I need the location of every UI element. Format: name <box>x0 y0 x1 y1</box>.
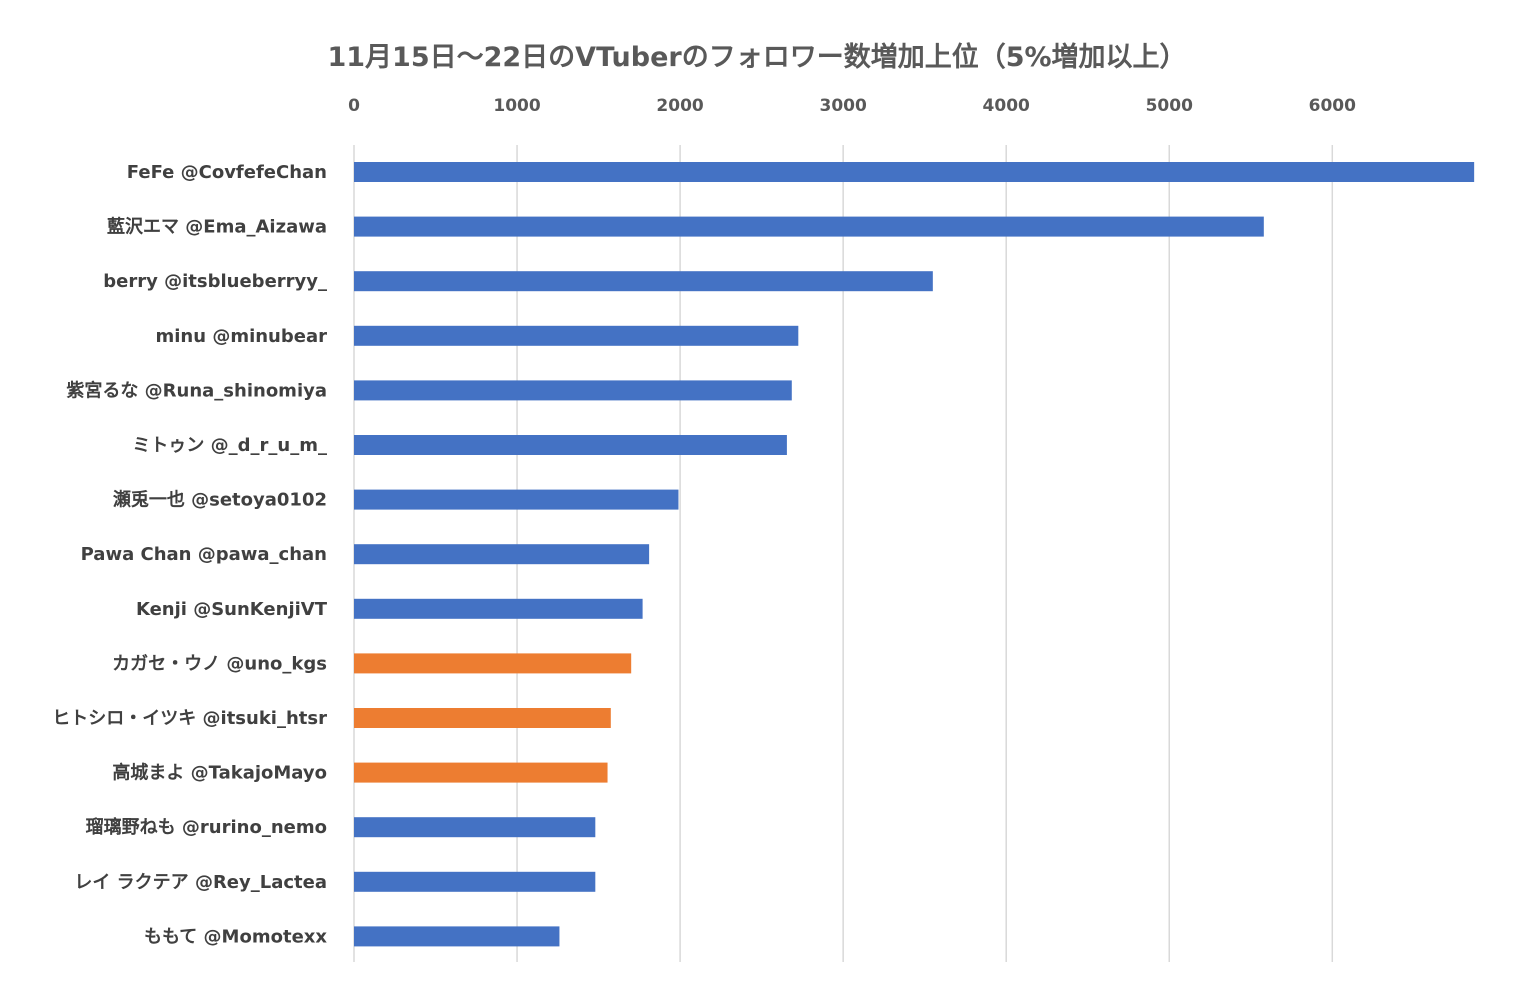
x-axis-tick-labels: 0 1000 2000 3000 4000 5000 6000 <box>348 96 1356 116</box>
bar-4 <box>354 325 799 346</box>
category-label-13: 瑠璃野ねも @rurino_nemo <box>86 816 327 838</box>
bar-2 <box>354 216 1264 237</box>
bar-15 <box>354 926 560 947</box>
category-label-7: 瀬兎一也 @setoya0102 <box>113 489 327 511</box>
bar-7 <box>354 489 679 510</box>
category-label-14: レイ ラクテア @Rey_Lactea <box>74 872 327 893</box>
category-label-11: ヒトシロ・イツキ @itsuki_htsr <box>52 708 327 729</box>
category-label-8: Pawa Chan @pawa_chan <box>81 544 327 565</box>
bar-11 <box>354 708 611 728</box>
category-label-1: FeFe @CovfefeChan <box>127 162 327 183</box>
category-label-3: berry @itsblueberryy_ <box>103 271 327 292</box>
category-label-12: 高城まよ @TakajoMayo <box>112 762 327 784</box>
x-tick-label-6000: 6000 <box>1309 96 1356 116</box>
bar-9 <box>354 598 643 619</box>
category-label-5: 紫宮るな @Runa_shinomiya <box>66 379 327 401</box>
category-label-10: カガセ・ウノ @uno_kgs <box>112 653 327 674</box>
bar-13 <box>354 817 596 838</box>
bar-10 <box>354 653 632 674</box>
bar-8 <box>354 544 650 565</box>
category-label-2: 藍沢エマ @Ema_Aizawa <box>107 216 327 238</box>
chart-title: 11月15日〜22日のVTuberのフォロワー数増加上位（5%増加以上） <box>327 41 1186 73</box>
x-tick-label-0: 0 <box>348 96 360 116</box>
bars <box>354 162 1475 947</box>
category-label-6: ミトゥン @_d_r_u_m_ <box>132 435 327 456</box>
x-tick-label-4000: 4000 <box>983 96 1030 116</box>
category-label-9: Kenji @SunKenjiVT <box>136 599 328 620</box>
x-tick-label-5000: 5000 <box>1146 96 1193 116</box>
bar-6 <box>354 435 787 455</box>
x-tick-label-3000: 3000 <box>819 96 866 116</box>
bar-3 <box>354 271 933 292</box>
bar-5 <box>354 380 792 401</box>
category-label-4: minu @minubear <box>156 326 328 347</box>
x-tick-label-1000: 1000 <box>493 96 540 116</box>
bar-12 <box>354 762 608 783</box>
bar-1 <box>354 162 1475 182</box>
x-tick-label-2000: 2000 <box>656 96 703 116</box>
bar-14 <box>354 871 596 892</box>
category-label-15: ももて @Momotexx <box>144 926 327 947</box>
